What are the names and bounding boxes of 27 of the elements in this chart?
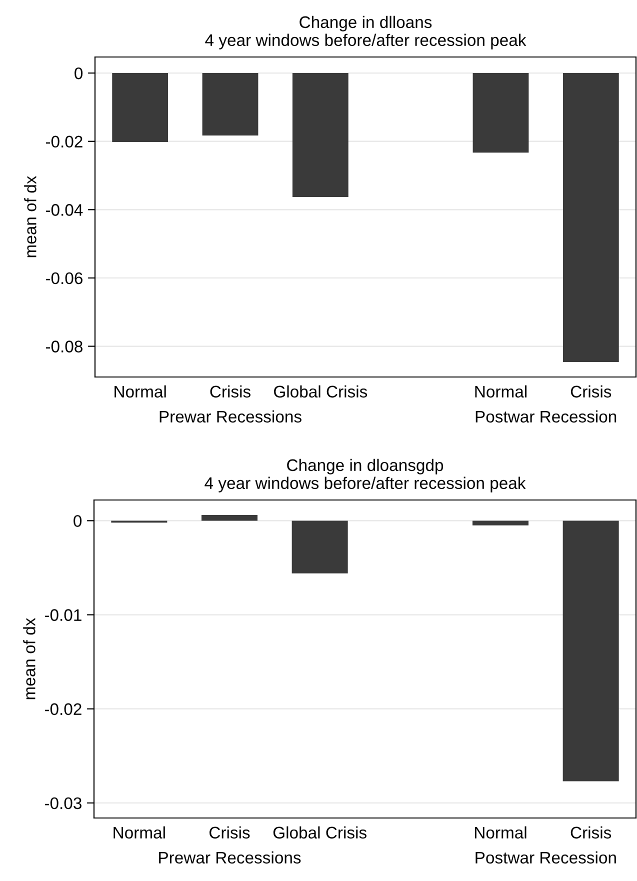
text: Postwar Recession: [476, 410, 616, 423]
x-tick-label: Normal: [475, 385, 526, 398]
y-tick-label: -0.03: [44, 797, 82, 810]
x-tick-label: Crisis: [210, 385, 250, 398]
chart-title: Change in dloansgdp 4 year windows before/after recession peak: [204, 458, 526, 492]
x-tick-label: Crisis: [570, 826, 612, 839]
x-tick-label: Global Crisis: [273, 826, 366, 839]
x-tick-label: Global Crisis: [274, 385, 368, 398]
y-tick-label: -0.02: [46, 136, 82, 148]
x-tick-label: Normal: [475, 826, 526, 839]
text: Postwar Recession: [476, 851, 616, 864]
x-tick-label: Normal: [114, 385, 166, 398]
y-tick-label: -0.06: [46, 272, 82, 284]
x-tick-label: Normal: [114, 826, 165, 839]
text: Prewar Recessions: [160, 410, 302, 423]
y-axis-title: mean of dx: [24, 176, 36, 258]
y-tick-label: 0: [74, 67, 83, 80]
y-tick-label: -0.08: [46, 340, 82, 352]
y-axis-title: mean of dx: [23, 618, 36, 700]
y-tick-label: -0.02: [44, 703, 82, 716]
y-tick-label: 0: [74, 515, 82, 527]
y-tick-label: -0.04: [46, 204, 83, 216]
x-tick-label: Crisis: [210, 826, 250, 839]
x-tick-label: Crisis: [570, 385, 612, 398]
chart-title: Change in dlloans 4 year windows before/after recession peak: [205, 16, 526, 50]
text: Prewar Recessions: [159, 851, 301, 864]
y-tick-label: -0.01: [44, 609, 82, 621]
